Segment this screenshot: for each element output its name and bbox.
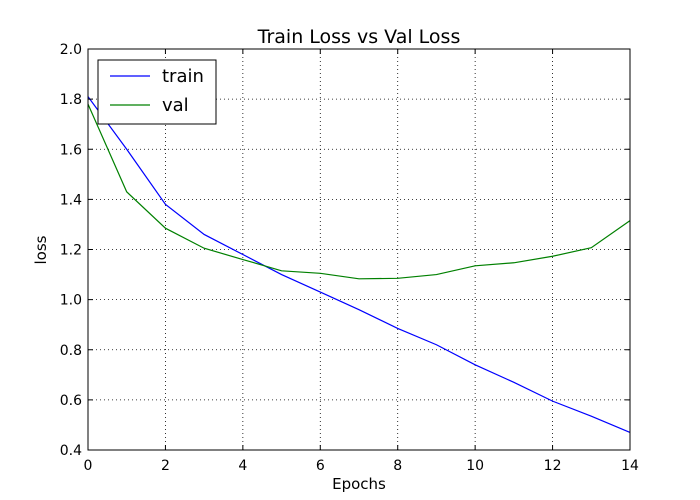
x-tick-label: 2	[161, 458, 170, 474]
y-tick-label: 0.4	[60, 443, 82, 459]
x-tick-label: 14	[621, 458, 639, 474]
y-tick-label: 1.2	[60, 243, 82, 259]
x-tick-label: 6	[316, 458, 325, 474]
series-line-val	[87, 103, 631, 280]
x-tick-label: 10	[466, 458, 484, 474]
tick-labels: 0 2 4 6 8 10 12 14 0.4 0.6 0.8 1.0 1.2 1.4 1.6 1.8 2.0	[60, 42, 639, 474]
y-axis-label: loss	[32, 235, 50, 264]
series-lines	[87, 96, 631, 434]
y-tick-label: 1.6	[60, 142, 82, 158]
legend-label-val: val	[162, 95, 189, 116]
y-tick-label: 1.8	[60, 92, 82, 108]
legend-label-train: train	[162, 66, 204, 87]
x-tick-label: 8	[393, 458, 402, 474]
y-tick-label: 2.0	[60, 42, 82, 58]
chart-title: Train Loss vs Val Loss	[257, 26, 461, 48]
series-line-train	[87, 96, 631, 434]
y-tick-label: 1.0	[60, 293, 82, 309]
x-tick-label: 4	[238, 458, 247, 474]
legend: train val	[97, 59, 217, 125]
x-axis-label: Epochs	[332, 475, 386, 493]
axis-ticks	[87, 48, 631, 451]
grid-lines	[88, 49, 630, 450]
legend-box	[97, 59, 217, 125]
y-tick-label: 0.6	[60, 393, 82, 409]
y-tick-label: 1.4	[60, 192, 82, 208]
x-tick-label: 12	[544, 458, 562, 474]
x-tick-label: 0	[84, 458, 93, 474]
y-tick-label: 0.8	[60, 343, 82, 359]
